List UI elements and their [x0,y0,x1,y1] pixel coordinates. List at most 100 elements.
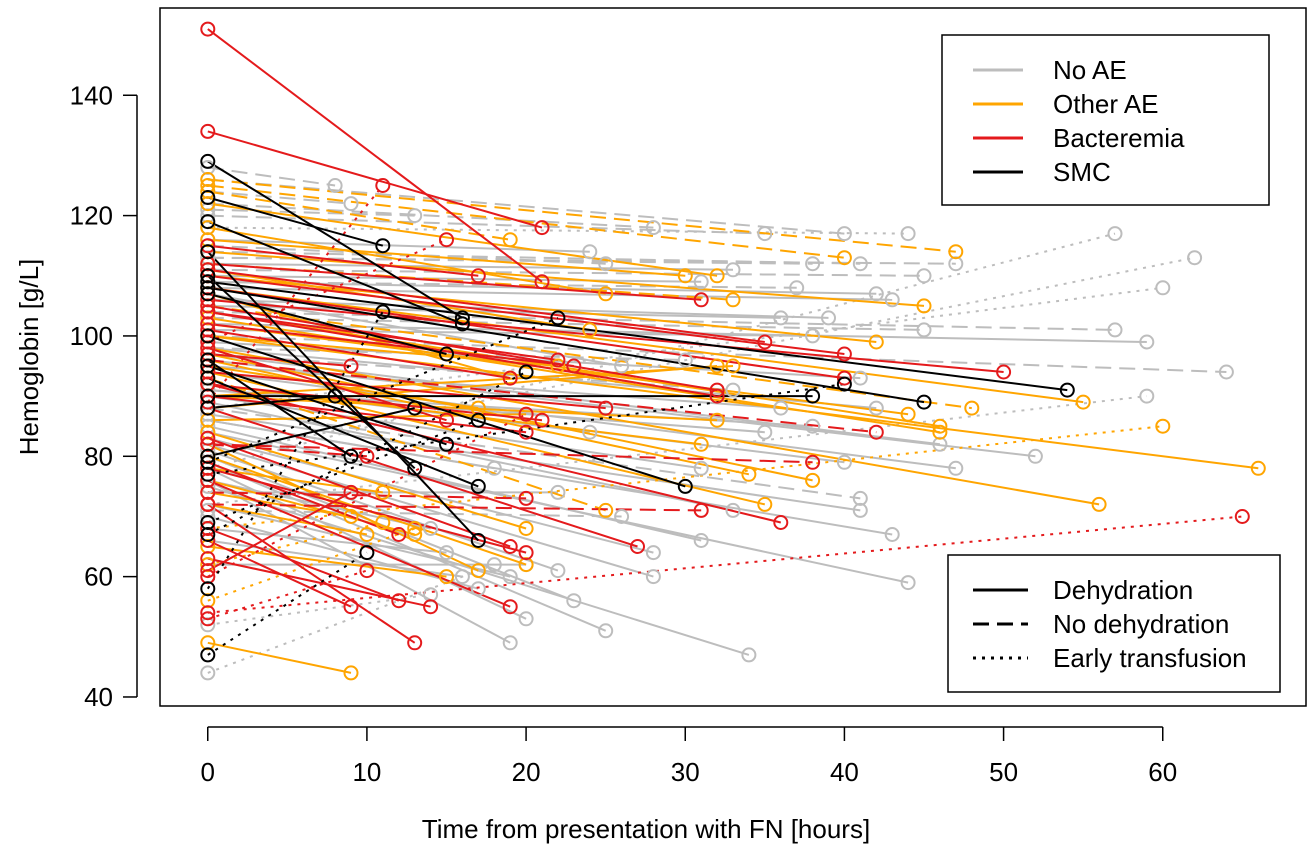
data-point-no-ae-6-1 [900,226,916,242]
data-point-other-ae-68-1 [948,244,964,260]
data-point-other-ae-104-0 [200,196,216,212]
data-point-other-ae-74-1 [868,334,884,350]
data-point-no-ae-60-1 [677,352,693,368]
data-point-no-ae-17-1 [884,292,900,308]
data-point-bacteremia-126-1 [534,412,550,428]
series-line-other-ae-82 [207,347,1100,506]
data-point-bacteremia-141-1 [518,406,534,422]
data-point-other-ae-87-1 [693,436,709,452]
series-line-no-ae-45 [207,449,559,572]
legend-label-smc: SMC [1053,157,1111,187]
series-line-bacteremia-136 [207,503,416,644]
data-point-other-ae-93-1 [470,563,486,579]
data-point-bacteremia-130-1 [693,502,709,518]
series-line-smc-149 [207,196,384,247]
data-point-bacteremia-125-1 [598,400,614,416]
data-point-bacteremia-123-1 [868,424,884,440]
data-point-no-ae-13-1 [916,268,932,284]
data-point-other-ae-100-1 [407,521,423,536]
data-point-other-ae-82-1 [1091,496,1107,512]
legend-label-no-dehydration: No dehydration [1053,609,1229,639]
data-point-smc-155-0 [200,328,216,344]
series-line-bacteremia-121 [207,322,574,367]
data-point-bacteremia-117-1 [836,370,852,386]
data-point-no-ae-21-1 [821,310,836,326]
data-point-other-ae-88-1 [709,412,725,428]
data-point-other-ae-89-1 [725,358,741,374]
data-point-no-ae-64-1 [725,382,741,398]
series-line-smc-166 [207,419,479,524]
series-line-bacteremia-112 [207,238,447,343]
x-tick-label: 20 [512,757,541,787]
data-point-no-ae-54-1 [439,545,454,561]
data-point-bacteremia-134-1 [502,539,518,554]
data-point-smc-150-0 [200,214,216,230]
data-point-no-ae-22-1 [773,310,789,326]
legend-color-box [941,34,1270,206]
data-point-no-ae-59-1 [773,400,789,416]
data-point-no-ae-44-1 [645,569,661,585]
data-point-smc-165-0 [200,454,216,470]
y-axis: 40 60 80 100 120 140 [70,80,138,712]
data-point-bacteremia-132-1 [518,545,534,561]
data-point-smc-153-1 [1059,382,1075,398]
data-point-smc-149-1 [375,238,391,254]
data-point-other-ae-96-1 [407,527,423,542]
data-point-no-ae-53-1 [614,509,630,524]
data-point-no-ae-61-1 [614,358,630,374]
data-point-no-ae-5-1 [757,226,773,242]
series-line-bacteremia-118 [207,298,1004,373]
data-point-smc-166-0 [200,515,216,530]
data-point-bacteremia-136-1 [407,635,423,651]
data-point-bacteremia-124-1 [805,454,821,470]
series-line-bacteremia-119 [207,304,718,392]
data-point-no-ae-63-1 [423,521,439,536]
series-line-no-ae-57 [207,515,479,590]
series-line-other-ae-107 [207,545,447,578]
data-point-bacteremia-128-1 [518,490,534,506]
data-point-other-ae-103-1 [598,286,614,302]
data-point-smc-151-1 [470,533,486,548]
data-point-no-ae-67-1 [454,569,470,585]
legend-linetype: Dehydration No dehydration Early transfusi… [947,554,1281,693]
data-point-no-ae-2-1 [343,196,359,212]
series-line-no-ae-53 [207,509,622,518]
y-tick-label: 60 [84,562,113,592]
data-point-other-ae-101-1 [375,515,391,530]
data-point-bacteremia-115-1 [757,334,773,350]
x-axis: 0 10 20 30 40 50 60 [201,726,1177,787]
data-point-bacteremia-131-1 [630,539,645,554]
series-line-other-ae-75 [207,286,1084,404]
data-point-bacteremia-113-1 [470,268,486,284]
data-point-smc-168-1 [327,388,343,404]
data-point-smc-157-1 [439,436,454,452]
series-line-bacteremia-147 [207,310,559,361]
series-line-smc-150 [207,220,463,325]
data-point-smc-154-1 [916,394,932,410]
series-line-no-ae-62 [207,419,495,470]
data-point-bacteremia-129-1 [773,515,789,530]
data-point-bacteremia-122-1 [502,370,518,386]
series-line-no-ae-55 [207,563,495,674]
data-point-bacteremia-142-1 [359,563,375,579]
series-line-no-ae-4 [207,208,415,217]
data-point-other-ae-80-1 [1250,460,1266,476]
data-point-no-ae-24-1 [916,322,932,338]
series-line-other-ae-101 [207,521,384,566]
data-point-other-ae-77-1 [932,418,948,434]
data-point-no-ae-11-1 [805,256,821,272]
data-point-no-ae-47-1 [598,623,614,639]
series-line-no-ae-19 [207,256,1195,458]
data-point-no-ae-16-1 [868,286,884,302]
data-point-no-ae-14-1 [693,274,709,290]
data-point-no-ae-32-1 [1027,448,1043,464]
data-point-other-ae-97-1 [343,509,359,524]
data-point-no-ae-55-1 [486,557,502,573]
data-point-smc-165-1 [550,310,566,326]
data-point-no-ae-51-1 [550,484,566,500]
data-point-bacteremia-145-1 [343,484,359,500]
series-line-other-ae-93 [207,443,479,572]
data-point-bacteremia-142-0 [200,611,216,627]
data-point-no-ae-7-1 [582,244,598,260]
legend-label-dehydration: Dehydration [1053,575,1193,605]
